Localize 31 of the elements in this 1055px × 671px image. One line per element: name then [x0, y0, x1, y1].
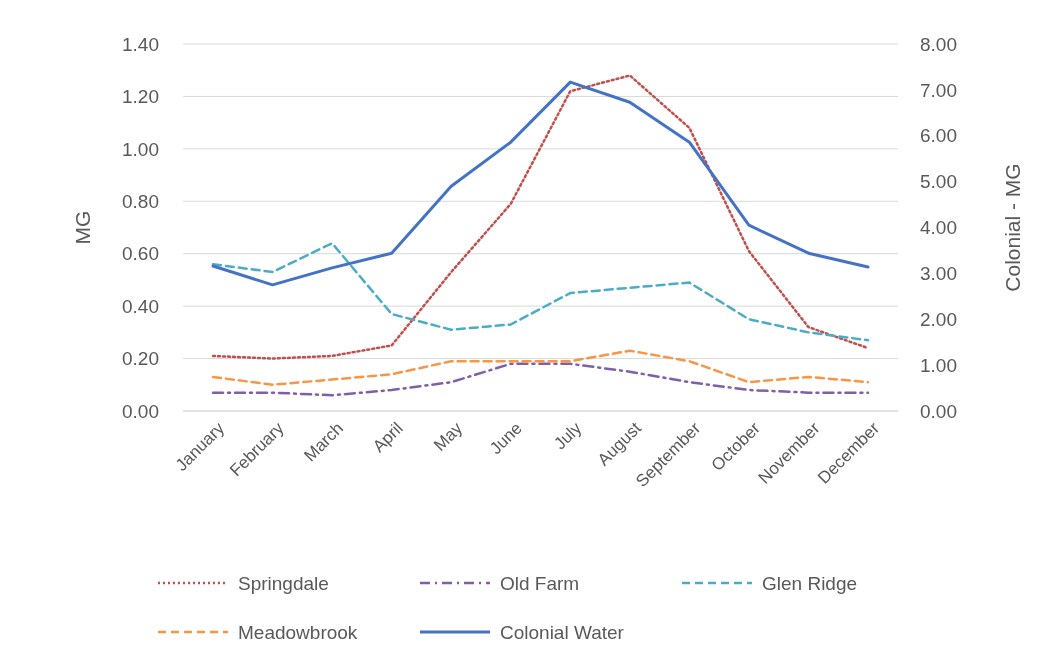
y2-tick-label: 5.00	[920, 171, 957, 193]
legend-label: Glen Ridge	[762, 572, 858, 594]
y-tick-label: 0.80	[122, 190, 159, 212]
line-series	[211, 74, 870, 360]
y2-tick-label: 0.00	[920, 400, 957, 422]
x-tick-label: July	[550, 418, 586, 454]
y-tick-label: 0.00	[122, 400, 159, 422]
legend-label: Old Farm	[500, 572, 580, 594]
y-tick-label: 0.20	[122, 348, 159, 370]
x-tick-label: May	[430, 418, 467, 455]
y2-tick-label: 8.00	[920, 33, 957, 55]
y2-axis-title: Colonial - MG	[1001, 163, 1025, 292]
legend-label: Meadowbrook	[238, 621, 358, 643]
y2-tick-label: 3.00	[920, 263, 957, 285]
y2-tick-label: 2.00	[920, 308, 957, 330]
y2-tick-label: 7.00	[920, 79, 957, 101]
y-tick-label: 1.20	[122, 86, 159, 108]
y-tick-label: 0.60	[122, 243, 159, 265]
y-axis-title: MG	[71, 210, 95, 245]
y2-tick-label: 6.00	[920, 125, 957, 147]
y2-tick-label: 4.00	[920, 217, 957, 239]
y-tick-label: 1.40	[122, 33, 159, 55]
y-tick-label: 0.40	[122, 295, 159, 317]
line-series	[211, 349, 870, 387]
line-series	[211, 362, 870, 397]
legend-label: Springdale	[238, 572, 329, 594]
legend-label: Colonial Water	[500, 621, 625, 643]
y-tick-label: 1.00	[122, 138, 159, 160]
line-series	[211, 80, 870, 287]
y2-tick-label: 1.00	[920, 354, 957, 376]
line-series	[211, 241, 870, 342]
